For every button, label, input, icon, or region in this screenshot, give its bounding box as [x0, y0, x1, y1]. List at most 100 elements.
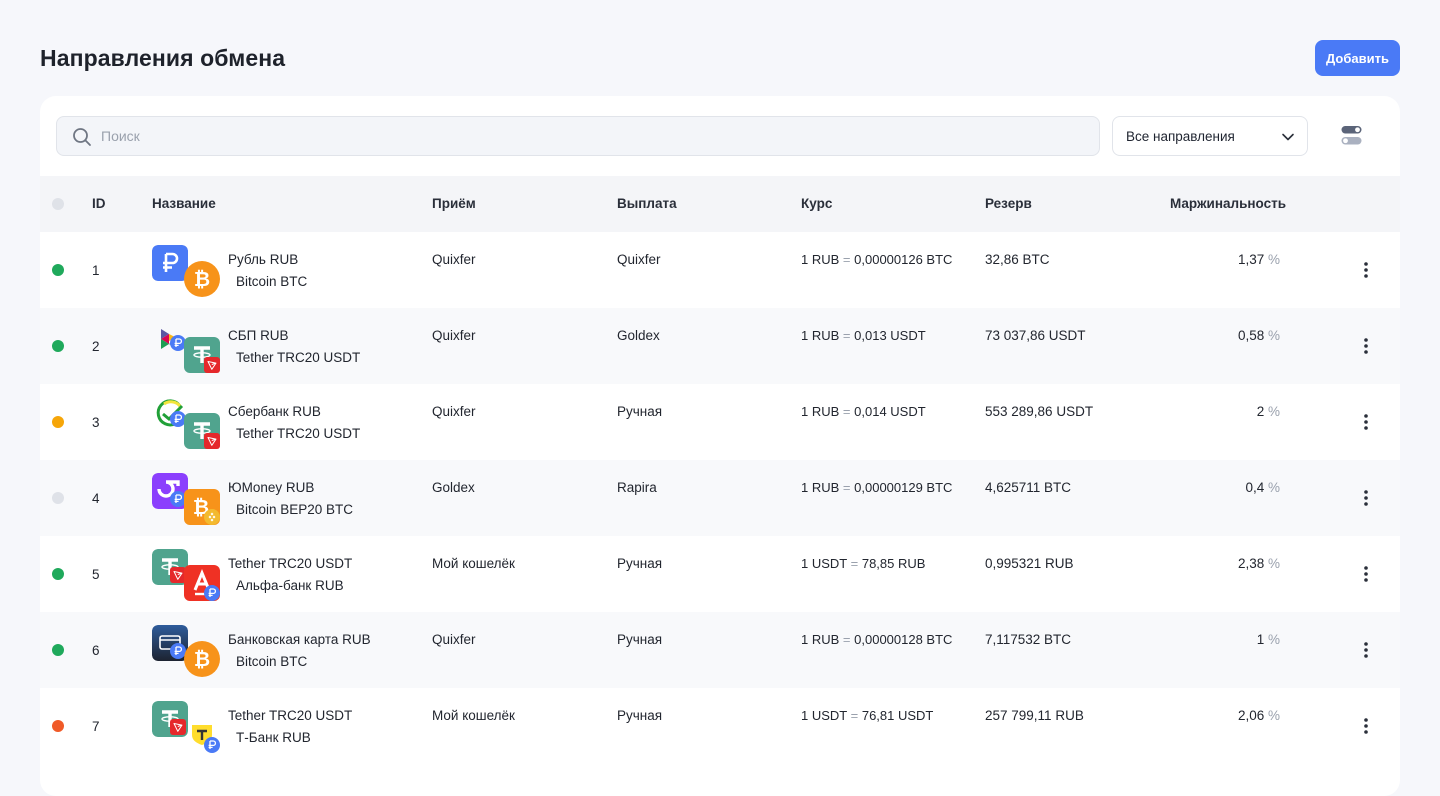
direction-to: Bitcoin BEP20 BTC — [236, 502, 354, 517]
reserve-value: 73 037,86 USDT — [985, 328, 1086, 343]
margin-number: 0,4 — [1245, 480, 1265, 495]
direction-to: Т-Банк RUB — [236, 730, 311, 745]
margin-number: 2,38 — [1237, 556, 1265, 571]
column-payout[interactable]: Выплата — [617, 196, 677, 211]
search-input[interactable] — [101, 126, 1001, 146]
direction-icons: ₿ — [152, 473, 224, 525]
tron-badge-icon — [204, 357, 220, 373]
column-name[interactable]: Название — [152, 196, 216, 211]
status-indicator — [52, 644, 64, 656]
reserve-value: 257 799,11 RUB — [985, 708, 1084, 723]
rate-from: 1 RUB — [801, 404, 840, 419]
bitcoin-icon: ₿ — [184, 641, 220, 677]
margin-value: 0,4 % — [1245, 480, 1280, 495]
table-row[interactable]: 1 ₿ Рубль RUB Bitcoin BTC Quixfer Quixfe… — [40, 232, 1400, 308]
table-row[interactable]: 6 ₿ Банковская карта RUB Bitcoin BTC Qui… — [40, 612, 1400, 688]
reserve-value: 4,625711 BTC — [985, 480, 1072, 495]
tron-badge-icon — [170, 719, 186, 735]
toggle-switches-icon[interactable] — [1341, 125, 1362, 146]
rate-equals: = — [842, 632, 851, 647]
more-vertical-icon[interactable] — [1358, 486, 1374, 510]
exchange-rate: 1 RUB = 0,00000126 BTC — [801, 252, 952, 267]
rate-to: 0,014 USDT — [854, 404, 926, 419]
add-direction-button[interactable]: Добавить — [1315, 40, 1400, 76]
direction-icons — [152, 549, 224, 601]
payout-method: Rapira — [617, 480, 657, 495]
column-reserve[interactable]: Резерв — [985, 196, 1032, 211]
more-vertical-icon[interactable] — [1358, 334, 1374, 358]
margin-number: 1 — [1256, 632, 1265, 647]
column-rate[interactable]: Курс — [801, 196, 833, 211]
column-id[interactable]: ID — [92, 196, 106, 211]
status-indicator — [52, 416, 64, 428]
exchange-rate: 1 USDT = 78,85 RUB — [801, 556, 925, 571]
table-row[interactable]: 3 Сбербанк RUB Tether TRC20 USDT Quixfer… — [40, 384, 1400, 460]
status-indicator — [52, 720, 64, 732]
search-box[interactable] — [56, 116, 1100, 156]
rate-to: 0,013 USDT — [854, 328, 926, 343]
bnb-badge-icon — [204, 509, 220, 525]
direction-from: Банковская карта RUB — [228, 632, 371, 647]
margin-number: 1,37 — [1237, 252, 1265, 267]
margin-unit: % — [1267, 708, 1280, 723]
rate-equals: = — [842, 404, 851, 419]
margin-number: 2 — [1256, 404, 1265, 419]
payout-method: Ручная — [617, 632, 663, 647]
more-vertical-icon[interactable] — [1358, 258, 1374, 282]
rate-from: 1 RUB — [801, 328, 840, 343]
page-header: Направления обмена Добавить — [40, 40, 1400, 76]
margin-value: 2 % — [1257, 404, 1280, 419]
rate-equals: = — [850, 708, 859, 723]
direction-icons — [152, 701, 224, 753]
svg-text:₿: ₿ — [194, 647, 210, 671]
row-id: 4 — [92, 491, 100, 506]
exchange-rate: 1 RUB = 0,014 USDT — [801, 404, 926, 419]
status-indicator — [52, 568, 64, 580]
direction-icons — [152, 321, 224, 373]
row-id: 6 — [92, 643, 100, 658]
margin-unit: % — [1267, 404, 1280, 419]
row-id: 2 — [92, 339, 100, 354]
rate-from: 1 RUB — [801, 480, 840, 495]
more-vertical-icon[interactable] — [1358, 562, 1374, 586]
accept-method: Мой кошелёк — [432, 556, 515, 571]
margin-number: 0,58 — [1237, 328, 1265, 343]
payout-method: Quixfer — [617, 252, 661, 267]
direction-from: ЮMoney RUB — [228, 480, 315, 495]
direction-filter-select[interactable]: Все направления — [1112, 116, 1308, 156]
accept-method: Мой кошелёк — [432, 708, 515, 723]
column-accept[interactable]: Приём — [432, 196, 476, 211]
more-vertical-icon[interactable] — [1358, 638, 1374, 662]
rate-from: 1 RUB — [801, 252, 840, 267]
reserve-value: 0,995321 RUB — [985, 556, 1074, 571]
status-indicator — [52, 264, 64, 276]
margin-value: 0,58 % — [1238, 328, 1280, 343]
rate-to: 0,00000129 BTC — [854, 480, 953, 495]
direction-to: Bitcoin BTC — [236, 274, 308, 289]
ruble-badge-icon — [204, 737, 220, 753]
table-row[interactable]: 5 Tether TRC20 USDT Альфа-банк RUB Мой к… — [40, 536, 1400, 612]
svg-text:₿: ₿ — [194, 267, 210, 291]
bitcoin-icon: ₿ — [184, 261, 220, 297]
more-vertical-icon[interactable] — [1358, 714, 1374, 738]
margin-unit: % — [1267, 480, 1280, 495]
direction-from: Рубль RUB — [228, 252, 299, 267]
rate-equals: = — [842, 328, 851, 343]
row-id: 7 — [92, 719, 100, 734]
reserve-value: 7,117532 BTC — [985, 632, 1072, 647]
margin-value: 2,38 % — [1238, 556, 1280, 571]
table-row[interactable]: 7 Tether TRC20 USDT Т-Банк RUB Мой кошел… — [40, 688, 1400, 764]
rate-to: 0,00000126 BTC — [854, 252, 953, 267]
table-row[interactable]: 2 СБП RUB Tether TRC20 USDT Quixfer Gold… — [40, 308, 1400, 384]
column-margin[interactable]: Маржинальность — [1170, 196, 1287, 211]
table-row[interactable]: 4 ₿ ЮMoney RUB Bitcoin BEP20 BTC Goldex … — [40, 460, 1400, 536]
rate-from: 1 RUB — [801, 632, 840, 647]
more-vertical-icon[interactable] — [1358, 410, 1374, 434]
margin-number: 2,06 — [1237, 708, 1265, 723]
accept-method: Goldex — [432, 480, 475, 495]
direction-to: Tether TRC20 USDT — [236, 426, 361, 441]
direction-filter-value: Все направления — [1126, 129, 1235, 144]
rate-to: 0,00000128 BTC — [854, 632, 953, 647]
margin-unit: % — [1267, 328, 1280, 343]
tron-badge-icon — [204, 433, 220, 449]
